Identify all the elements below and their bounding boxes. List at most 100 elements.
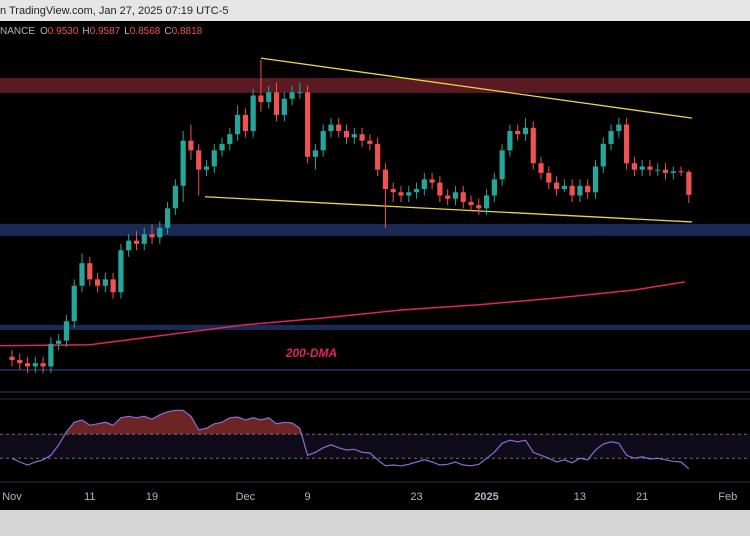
candle-body: [336, 124, 342, 131]
candle-body: [413, 189, 420, 193]
zone: [0, 324, 750, 330]
candle-body: [211, 150, 217, 167]
candle-body: [406, 192, 412, 196]
candle-body: [445, 195, 451, 199]
candle-body: [631, 163, 637, 170]
x-tick-label: 19: [146, 491, 158, 503]
candle-body: [133, 240, 140, 244]
candle-body: [203, 166, 210, 170]
candle-body: [639, 166, 645, 170]
candle-body: [289, 92, 295, 99]
candle-body: [468, 201, 474, 206]
x-tick-label: Dec: [236, 491, 256, 503]
candle-body: [616, 124, 622, 131]
footer-bar: [0, 510, 750, 536]
candle-body: [390, 189, 396, 193]
candle-body: [48, 343, 54, 367]
source-text: n TradingView.com, Jan 27, 2025 07:19 UT…: [0, 5, 229, 17]
candle-body: [367, 140, 373, 144]
ohlc-value: 0.9530: [48, 26, 79, 37]
candle-body: [281, 98, 287, 115]
candle-body: [273, 92, 280, 115]
ohlc-legend: NANCE O0.9530 H0.9587 L0.8568 C0.8818: [0, 26, 203, 37]
candle-body: [600, 143, 606, 167]
x-tick-label: 2025: [474, 491, 498, 503]
candle-body: [460, 192, 466, 202]
x-tick-label: 13: [574, 491, 586, 503]
candle-body: [141, 234, 147, 244]
ohlc-value: 0.8818: [172, 26, 203, 37]
candle-body: [398, 192, 404, 196]
candle-body: [483, 195, 490, 209]
candle-body: [624, 124, 630, 164]
ohlc-name: C: [164, 26, 171, 37]
candle-body: [32, 363, 38, 367]
x-tick-label: 21: [636, 491, 648, 503]
candle-body: [110, 279, 116, 293]
candle-body: [538, 163, 544, 173]
rsi-band-fill: [0, 434, 750, 459]
candle-body: [553, 182, 560, 190]
candle-body: [24, 363, 31, 367]
candle-body: [647, 166, 653, 170]
candle-body: [17, 359, 23, 364]
candle-body: [9, 356, 15, 360]
candle-body: [157, 227, 163, 238]
candle-body: [421, 179, 427, 190]
x-tick-label: Nov: [2, 491, 22, 503]
candle-body: [71, 285, 77, 322]
ohlc-name: H: [82, 26, 89, 37]
candle-body: [328, 124, 334, 131]
dma-line: [0, 281, 686, 347]
candle-body: [118, 250, 124, 293]
trendline: [260, 57, 693, 119]
zone: [0, 223, 750, 236]
candle-body: [592, 166, 599, 193]
candle-body: [305, 92, 311, 157]
candle-body: [188, 140, 194, 151]
candle-body: [219, 143, 225, 151]
candle-body: [546, 172, 552, 183]
candle-body: [491, 179, 497, 196]
x-tick-label: 23: [410, 491, 422, 503]
candle-body: [164, 208, 171, 228]
ohlc-value: 0.8568: [130, 26, 161, 37]
x-tick-label: 11: [84, 491, 95, 503]
symbol: NANCE: [0, 26, 35, 37]
candle-body: [227, 134, 233, 144]
ohlc-name: L: [124, 26, 130, 37]
candle-body: [266, 92, 272, 102]
ohlc-name: O: [40, 26, 48, 37]
candle-body: [94, 279, 101, 286]
candle-body: [312, 150, 319, 157]
candle-body: [79, 263, 85, 286]
zone: [0, 368, 750, 371]
candle-body: [87, 263, 93, 280]
candle-body: [662, 169, 669, 173]
candle-body: [577, 185, 583, 196]
zone: [0, 78, 750, 93]
candle-body: [655, 169, 661, 171]
candle-body: [250, 95, 256, 131]
candle-body: [63, 321, 70, 341]
candle-body: [351, 134, 357, 138]
candle-body: [359, 134, 365, 141]
candle-body: [507, 130, 513, 151]
ohlc-value: 0.9587: [90, 26, 121, 37]
candle-body: [678, 171, 684, 173]
rsi-line: [11, 409, 690, 470]
candle-body: [569, 185, 575, 196]
candle-body: [102, 279, 108, 286]
trendline: [204, 196, 692, 223]
candle-body: [375, 143, 381, 170]
candle-body: [149, 234, 155, 238]
candle-body: [56, 340, 62, 344]
candle-body: [172, 185, 178, 209]
x-tick-label: Feb: [718, 491, 737, 503]
candle-body: [258, 95, 264, 102]
x-tick-label: 9: [305, 491, 311, 503]
dma-label: 200-DMA: [285, 346, 337, 360]
candle-body: [437, 182, 443, 196]
